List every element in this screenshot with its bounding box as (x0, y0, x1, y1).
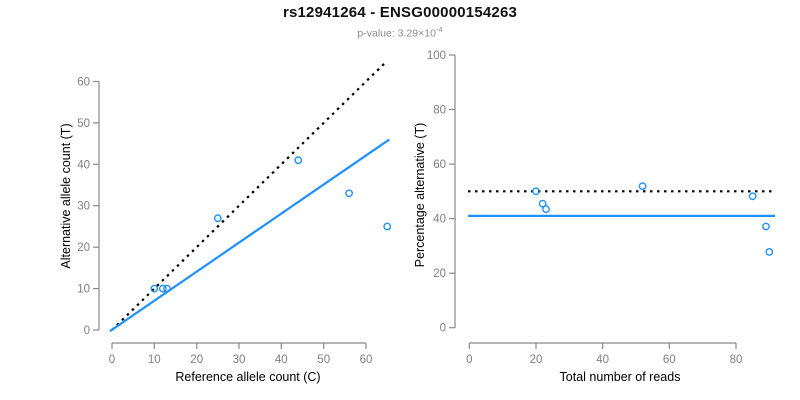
percentage-vs-reads-scatter: 0 20 40 60 80 0 20 40 60 80 100 Total number of rea… (413, 50, 775, 384)
x-tick-label: 20 (530, 354, 543, 366)
x-tick-label: 20 (190, 354, 203, 366)
y-tick-label: 20 (433, 268, 446, 280)
y-tick-label: 60 (433, 159, 446, 171)
data-point (150, 284, 159, 293)
pvalue-times: ×10 (418, 27, 436, 40)
data-point (158, 284, 167, 293)
y-axis-title: Percentage alternative (T) (413, 123, 427, 268)
x-axis-title: Total number of reads (560, 370, 681, 384)
x-tick-label: 80 (730, 354, 743, 366)
y-tick-label: 0 (84, 325, 90, 337)
x-tick-label: 0 (109, 354, 115, 366)
x-tick-label: 60 (663, 354, 676, 366)
y-tick-label: 20 (77, 242, 90, 254)
data-point (383, 222, 392, 231)
pvalue-label: p-value: (357, 27, 398, 40)
x-tick-label: 50 (317, 354, 330, 366)
data-point (294, 156, 303, 165)
x-tick-label: 30 (233, 354, 246, 366)
data-point (538, 199, 547, 208)
y-tick-label: 40 (433, 214, 446, 226)
x-axis-title: Reference allele count (C) (175, 370, 320, 384)
y-tick-label: 100 (427, 50, 446, 62)
data-point (345, 189, 353, 198)
x-tick-label: 60 (360, 354, 373, 366)
data-point (638, 182, 647, 191)
data-point (532, 187, 540, 196)
y-tick-label: 60 (77, 77, 90, 89)
x-tick-label: 0 (466, 354, 472, 366)
y-tick-label: 30 (77, 201, 90, 213)
x-tick-label: 40 (596, 354, 609, 366)
allele-counts-scatter: 0 10 20 30 40 50 60 0 10 20 30 40 50 60 Reference alle… (59, 62, 392, 384)
x-tick-label: 40 (275, 354, 288, 366)
y-tick-label: 50 (77, 118, 90, 130)
figure-subtitle: p-value: 3.29×10-4 (0, 25, 800, 40)
data-point (748, 192, 757, 201)
y-tick-label: 0 (440, 323, 446, 335)
data-point (163, 284, 171, 293)
y-tick-label: 10 (77, 284, 90, 296)
pvalue-mantissa: 3.29 (397, 27, 419, 40)
y-axis-title: Alternative allele count (T) (59, 123, 73, 268)
identity-line (111, 62, 385, 331)
figure-title: rs12941264 - ENSG00000154263 (282, 4, 518, 21)
data-point (542, 205, 550, 214)
fit-line (109, 138, 390, 333)
x-tick-label: 10 (148, 354, 161, 366)
data-point (762, 222, 770, 231)
pvalue-exponent: -4 (435, 25, 443, 34)
y-tick-label: 40 (77, 159, 90, 171)
data-point (213, 214, 222, 223)
data-point (765, 247, 774, 256)
y-tick-label: 80 (433, 105, 446, 117)
